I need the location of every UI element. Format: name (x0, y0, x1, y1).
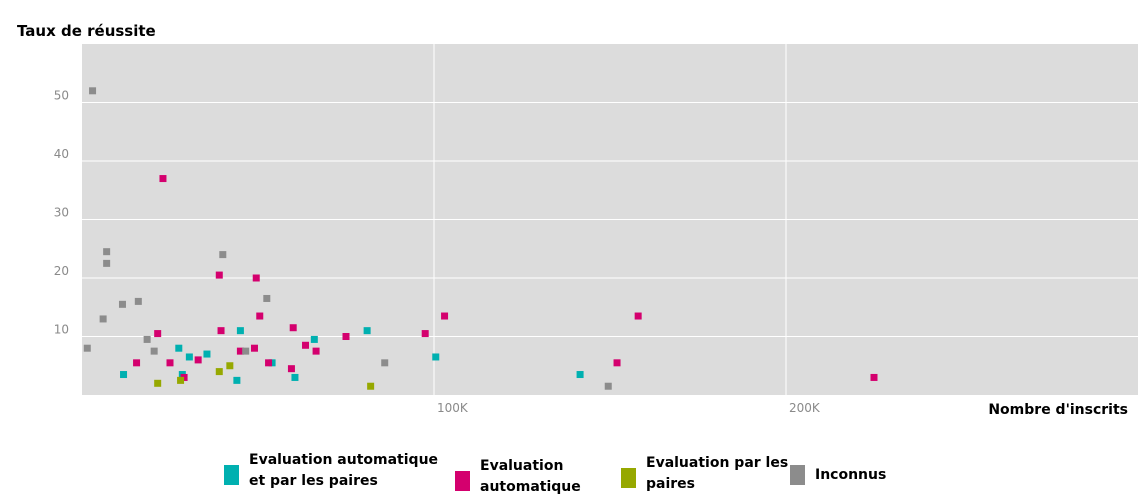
legend-label: Inconnus (815, 467, 887, 483)
scatter-point[interactable] (302, 341, 310, 349)
scatter-point[interactable] (166, 359, 174, 367)
scatter-point[interactable] (219, 251, 227, 259)
x-axis-title: Nombre d'inscrits (988, 402, 1128, 418)
scatter-point[interactable] (265, 359, 273, 367)
legend-item-unknown[interactable]: Inconnus (790, 450, 886, 486)
y-tick-label: 30 (54, 206, 69, 220)
scatter-point[interactable] (381, 359, 389, 367)
scatter-point[interactable] (194, 356, 202, 364)
legend-item-auto[interactable]: Evaluation automatique (455, 456, 581, 498)
scatter-point[interactable] (99, 315, 107, 323)
scatter-point[interactable] (576, 371, 584, 379)
scatter-point[interactable] (252, 274, 260, 282)
data-points (83, 87, 878, 390)
scatter-point[interactable] (103, 248, 111, 256)
y-tick-label: 10 (54, 323, 69, 337)
scatter-point[interactable] (175, 344, 183, 352)
scatter-point[interactable] (242, 347, 250, 355)
scatter-point[interactable] (291, 373, 299, 381)
legend-swatch (455, 471, 470, 491)
scatter-point[interactable] (120, 371, 128, 379)
scatter-point[interactable] (263, 294, 271, 302)
legend: Evaluation automatique et par les paires… (0, 450, 1141, 500)
legend-swatch (790, 465, 805, 485)
y-axis-title: Taux de réussite (17, 22, 156, 40)
scatter-point[interactable] (159, 175, 167, 183)
scatter-point[interactable] (203, 350, 211, 358)
legend-swatch (224, 465, 239, 485)
scatter-point[interactable] (236, 327, 244, 335)
scatter-point[interactable] (154, 330, 162, 338)
scatter-point[interactable] (150, 347, 158, 355)
scatter-point[interactable] (185, 353, 193, 361)
x-tick-label: 100K (437, 401, 469, 415)
scatter-point[interactable] (143, 335, 151, 343)
scatter-point[interactable] (154, 379, 162, 387)
scatter-point[interactable] (421, 330, 429, 338)
scatter-point[interactable] (604, 382, 612, 390)
scatter-point[interactable] (312, 347, 320, 355)
scatter-point[interactable] (233, 376, 241, 384)
scatter-point[interactable] (613, 359, 621, 367)
scatter-point[interactable] (134, 297, 142, 305)
scatter-point[interactable] (89, 87, 97, 95)
scatter-point[interactable] (342, 333, 350, 340)
scatter-point[interactable] (441, 312, 449, 320)
scatter-point[interactable] (118, 300, 126, 308)
scatter-point[interactable] (634, 312, 642, 320)
scatter-point[interactable] (215, 368, 223, 376)
scatter-point[interactable] (177, 376, 185, 384)
legend-label: Evaluation automatique (480, 458, 581, 495)
y-tick-label: 40 (54, 147, 69, 161)
y-tick-label: 20 (54, 264, 69, 278)
scatter-point[interactable] (367, 382, 375, 390)
legend-label: Evaluation par les paires (646, 455, 789, 492)
scatter-point[interactable] (226, 362, 234, 370)
scatter-point[interactable] (180, 373, 188, 381)
scatter-point[interactable] (215, 271, 223, 279)
scatter-point[interactable] (236, 347, 244, 355)
legend-item-peer[interactable]: Evaluation par les paires (621, 453, 788, 495)
scatter-point[interactable] (310, 335, 318, 343)
scatter-point[interactable] (133, 359, 141, 367)
legend-label: Evaluation automatique et par les paires (249, 452, 439, 489)
axis-ticks: 10 20 30 40 50 100K 200K (54, 89, 821, 416)
scatter-point[interactable] (103, 259, 111, 267)
scatter-point[interactable] (870, 373, 878, 381)
scatter-point[interactable] (217, 327, 225, 335)
scatter-point[interactable] (268, 359, 276, 367)
scatter-point[interactable] (83, 344, 91, 352)
scatter-point[interactable] (250, 344, 258, 352)
scatter-point[interactable] (287, 365, 295, 373)
scatter-point[interactable] (256, 312, 264, 320)
legend-swatch (621, 468, 636, 488)
legend-item-auto-and-peer[interactable]: Evaluation automatique et par les paires (224, 450, 438, 492)
y-tick-label: 50 (54, 89, 69, 103)
x-tick-label: 200K (789, 401, 821, 415)
scatter-point[interactable] (363, 327, 371, 335)
scatter-chart: Taux de réussite 10 20 30 40 50 100K 200K Nomb… (17, 22, 1138, 418)
scatter-point[interactable] (432, 353, 440, 361)
scatter-point[interactable] (289, 324, 297, 332)
